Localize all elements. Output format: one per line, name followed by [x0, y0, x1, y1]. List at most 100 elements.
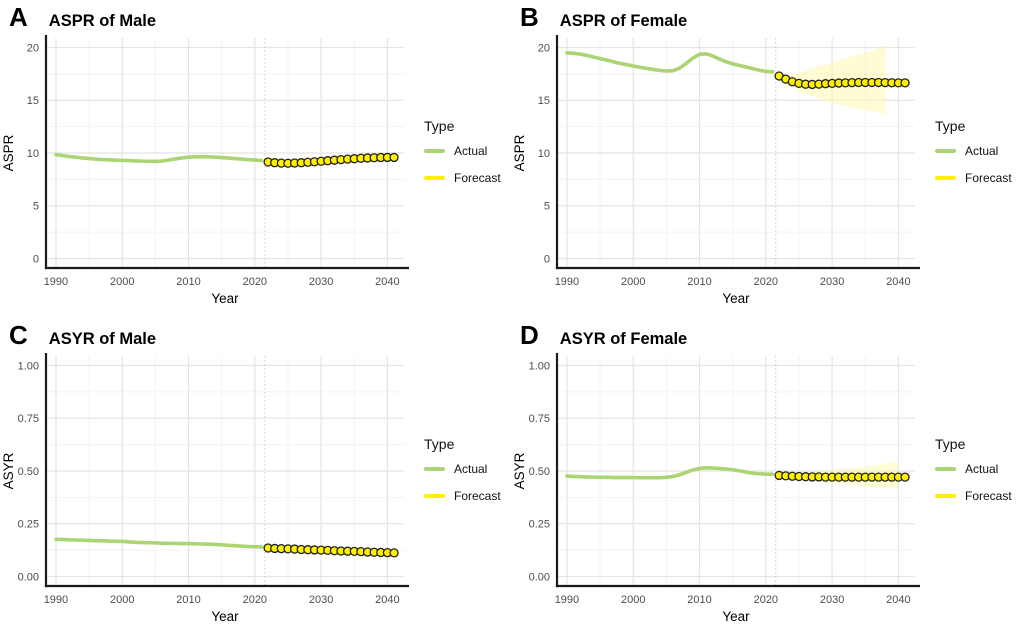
y-axis-title: ASYR: [512, 452, 527, 489]
legend-title: Type: [424, 436, 455, 452]
x-axis-title: Year: [722, 609, 750, 624]
legend-title: Type: [935, 436, 966, 452]
forecast-line-swatch: [935, 493, 956, 499]
forecast-points: [263, 152, 399, 168]
x-tick-label: 2010: [176, 276, 200, 288]
y-tick-label: 0: [544, 253, 550, 265]
x-tick-label: 2040: [886, 276, 910, 288]
x-tick-label: 2030: [309, 276, 333, 288]
panel-title: ASYR of Male: [48, 330, 157, 348]
x-tick-label: 2000: [621, 594, 645, 606]
forecast-point: [900, 472, 910, 482]
legend-label-forecast: Forecast: [965, 171, 1012, 185]
legend-title: Type: [424, 118, 455, 134]
legend-item-actual: Actual: [935, 462, 1022, 476]
legend-label-forecast: Forecast: [454, 171, 501, 185]
actual-line-swatch: [935, 148, 956, 154]
forecast-points: [774, 71, 910, 90]
panel-asyr-male: C ASYR of Male 0.00 0.25 0.50 0.75 1.00 1990 2…: [0, 318, 511, 637]
x-tick-label: 2030: [309, 594, 333, 606]
panel-aspr-male: A ASPR of Male 0 5 10 15 20 1990 2000 2010 2020 2…: [0, 0, 511, 318]
y-axis-title: ASYR: [1, 452, 16, 489]
y-tick-label: 15: [538, 95, 550, 107]
legend-label-actual: Actual: [454, 462, 488, 476]
x-tick-label: 2020: [754, 594, 778, 606]
legend-item-actual: Actual: [935, 144, 1022, 158]
y-tick-label: 5: [544, 201, 550, 213]
y-tick-label: 0.25: [18, 519, 39, 531]
legend: Type Actual Forecast: [923, 118, 1022, 198]
y-tick-label: 0.50: [18, 466, 39, 478]
panel-letter: D: [520, 320, 539, 350]
panel-header: C ASYR of Male: [0, 318, 511, 348]
x-tick-label: 1990: [44, 594, 68, 606]
forecast-line-swatch: [424, 493, 445, 499]
legend-label-forecast: Forecast: [454, 489, 501, 503]
forecast-line-swatch: [424, 175, 445, 181]
legend-label-forecast: Forecast: [965, 489, 1012, 503]
x-tick-label: 2030: [820, 276, 844, 288]
legend-item-forecast: Forecast: [424, 489, 511, 503]
y-axis-title: ASPR: [512, 134, 527, 171]
y-tick-label: 0: [33, 253, 39, 265]
actual-line-swatch: [424, 148, 445, 154]
panel-letter: C: [9, 320, 28, 350]
legend: Type Actual Forecast: [923, 436, 1022, 516]
panel-letter: A: [9, 2, 28, 32]
chart-asyr-female: 0.00 0.25 0.50 0.75 1.00 1990 2000 2010 2020 2030…: [512, 353, 920, 624]
x-tick-label: 2000: [110, 276, 134, 288]
x-tick-label: 2020: [754, 276, 778, 288]
legend-title: Type: [935, 118, 966, 134]
actual-line: [54, 537, 264, 549]
chart-asyr-male: 0.00 0.25 0.50 0.75 1.00 1990 2000 2010 2020 2030…: [1, 353, 409, 624]
chart-aspr-female: 0 5 10 15 20 1990 2000 2010 2020 2030 2040 Year ASPR: [512, 35, 920, 306]
x-tick-label: 2010: [687, 594, 711, 606]
actual-line: [565, 466, 775, 480]
forecast-points: [263, 543, 399, 558]
y-tick-label: 20: [538, 42, 550, 54]
y-tick-label: 0.25: [529, 519, 550, 531]
legend-item-actual: Actual: [424, 144, 511, 158]
panel-body: 0.00 0.25 0.50 0.75 1.00 1990 2000 2010 2020 2030…: [0, 348, 511, 626]
x-tick-label: 2000: [110, 594, 134, 606]
x-tick-label: 2030: [820, 594, 844, 606]
y-tick-label: 5: [33, 201, 39, 213]
forecast-point: [389, 548, 399, 558]
y-tick-label: 15: [27, 95, 39, 107]
forecast-point: [389, 152, 399, 163]
actual-line: [565, 50, 775, 74]
panel-body: 0 5 10 15 20 1990 2000 2010 2020 2030 2040 Year ASPR…: [511, 30, 1022, 308]
legend-label-actual: Actual: [965, 462, 999, 476]
panel-body: 0.00 0.25 0.50 0.75 1.00 1990 2000 2010 2020 2030…: [511, 348, 1022, 626]
y-tick-label: 10: [538, 148, 550, 160]
y-tick-label: 0.50: [529, 466, 550, 478]
y-tick-label: 0.00: [18, 571, 39, 583]
legend-item-forecast: Forecast: [424, 171, 511, 185]
panel-title: ASPR of Male: [48, 12, 157, 30]
x-tick-label: 2010: [687, 276, 711, 288]
x-tick-label: 2010: [176, 594, 200, 606]
forecast-line-swatch: [935, 175, 956, 181]
y-tick-label: 0.00: [529, 571, 550, 583]
panel-header: D ASYR of Female: [511, 318, 1022, 348]
y-tick-label: 1.00: [529, 360, 550, 372]
legend-item-forecast: Forecast: [935, 489, 1022, 503]
legend-label-actual: Actual: [454, 144, 488, 158]
forecast-point: [900, 78, 910, 88]
panel-asyr-female: D ASYR of Female 0.00 0.25 0.50 0.75 1.00 199…: [511, 318, 1022, 637]
forecast-points: [774, 470, 910, 482]
y-tick-label: 0.75: [18, 413, 39, 425]
x-axis-title: Year: [211, 291, 239, 306]
y-axis-title: ASPR: [1, 134, 16, 171]
panel-letter: B: [520, 2, 539, 32]
x-tick-label: 2020: [243, 276, 267, 288]
actual-line: [54, 152, 264, 164]
x-tick-label: 1990: [44, 276, 68, 288]
y-tick-label: 10: [27, 148, 39, 160]
chart-aspr-male: 0 5 10 15 20 1990 2000 2010 2020 2030 2040 Year ASPR: [1, 35, 409, 306]
panel-body: 0 5 10 15 20 1990 2000 2010 2020 2030 2040 Year ASPR…: [0, 30, 511, 308]
panel-title: ASYR of Female: [559, 330, 688, 348]
panel-header: A ASPR of Male: [0, 0, 511, 30]
x-tick-label: 1990: [555, 594, 579, 606]
actual-line-swatch: [935, 466, 956, 472]
